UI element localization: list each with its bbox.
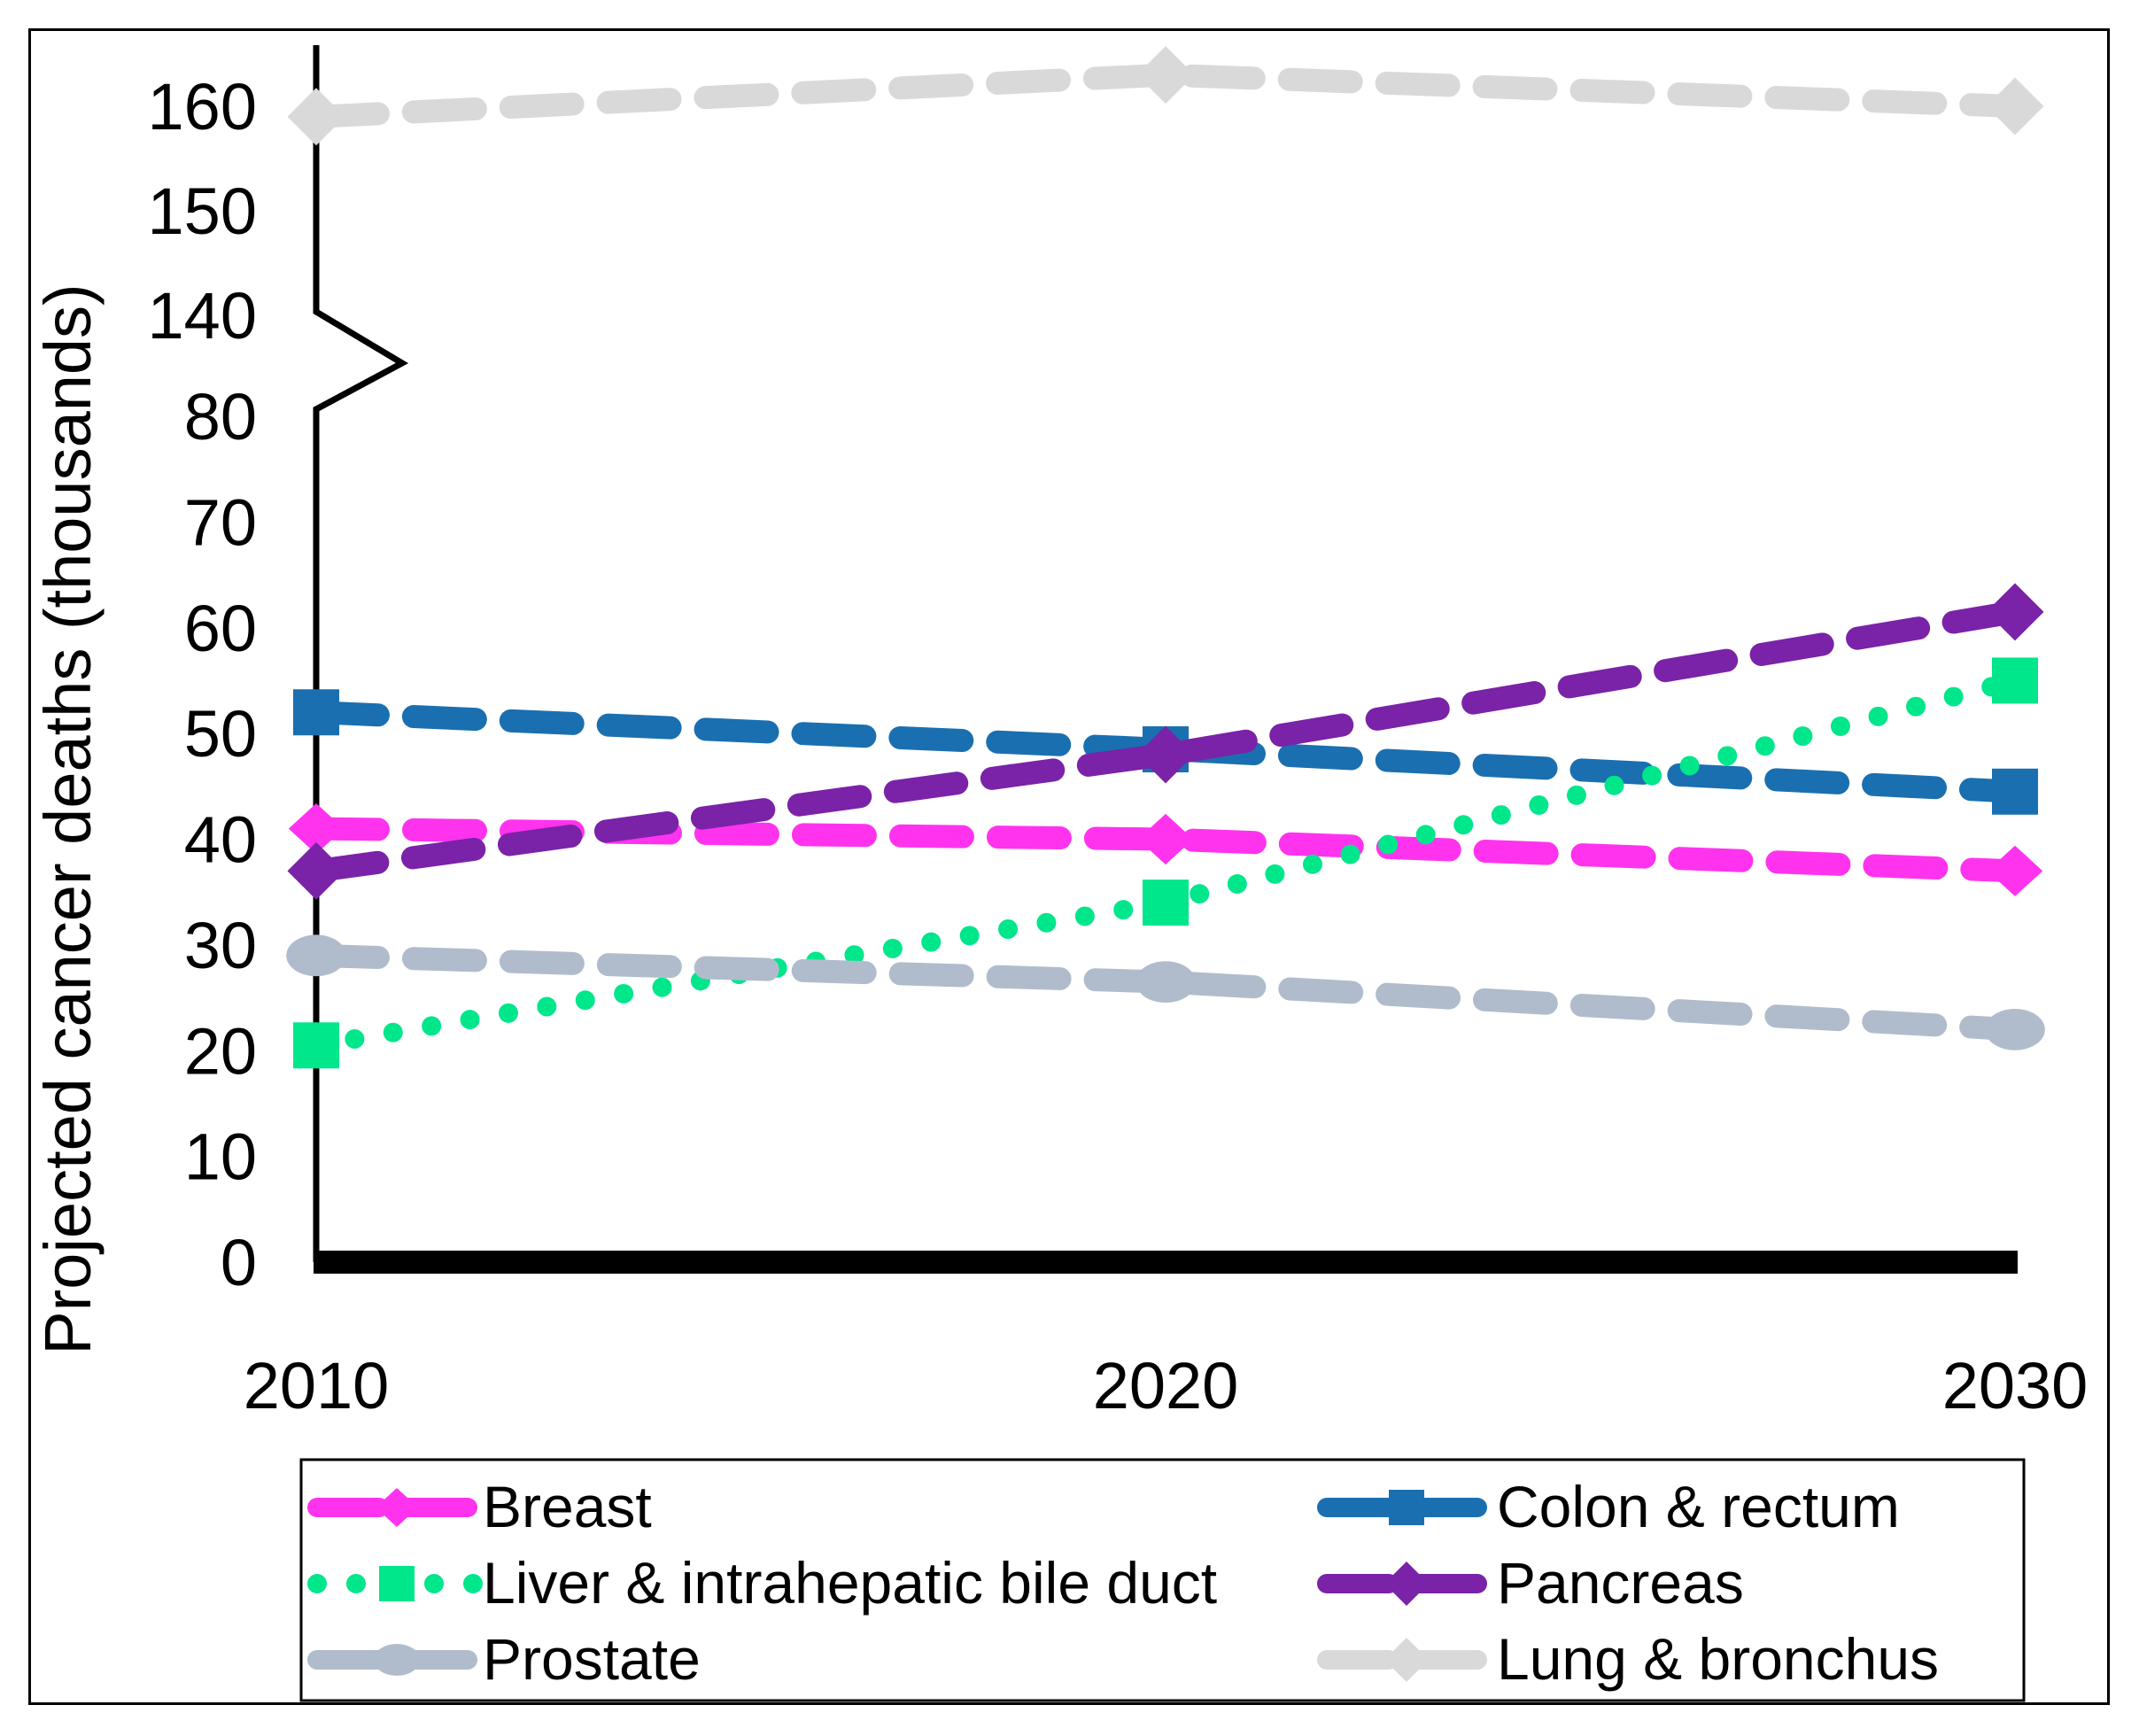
legend-item-breast: Breast bbox=[307, 1474, 652, 1539]
series-liver-and-intrahepatic-bile-duct bbox=[293, 657, 2038, 1069]
data-point-liver-and-intrahepatic-bile-duct bbox=[293, 1022, 339, 1069]
data-point-pancreas bbox=[1136, 725, 1195, 784]
legend: Breast Colon & rectum Liver & intrahepatic… bbox=[299, 1458, 2026, 1702]
legend-swatch-marker bbox=[1389, 1490, 1424, 1525]
y-tick-label: 70 bbox=[184, 485, 257, 559]
data-point-prostate bbox=[286, 934, 346, 977]
data-point-lung-and-bronchus bbox=[1986, 77, 2044, 136]
series-pancreas bbox=[287, 583, 2044, 900]
figure-frame bbox=[28, 28, 2110, 1705]
legend-item-liver-and-intrahepatic-bile-duct: Liver & intrahepatic bile duct bbox=[307, 1550, 1217, 1616]
y-axis-title-group: Projected cancer deaths (thousands) bbox=[31, 283, 105, 1354]
legend-label: Breast bbox=[483, 1474, 652, 1539]
data-point-prostate bbox=[1985, 1008, 2045, 1050]
y-tick-label: 30 bbox=[184, 909, 257, 982]
data-point-lung-and-bronchus bbox=[287, 88, 345, 146]
legend-swatch-marker bbox=[1384, 1562, 1429, 1606]
data-point-breast bbox=[1137, 813, 1194, 865]
y-tick-label: 140 bbox=[148, 279, 257, 353]
y-tick-label: 160 bbox=[148, 70, 257, 143]
data-point-lung-and-bronchus bbox=[1136, 46, 1195, 105]
legend-label: Pancreas bbox=[1497, 1550, 1744, 1616]
x-tick-labels: 2010 2020 2030 bbox=[244, 1349, 2089, 1422]
legend-swatch-marker bbox=[379, 1566, 415, 1601]
y-tick-labels: 0 10 20 30 40 50 60 70 80 140 150 160 bbox=[148, 70, 257, 1299]
data-point-colon-and-rectum bbox=[293, 689, 339, 736]
legend-label: Liver & intrahepatic bile duct bbox=[483, 1550, 1217, 1616]
legend-swatch-marker bbox=[1384, 1638, 1429, 1682]
y-tick-label: 80 bbox=[184, 380, 257, 453]
legend-box bbox=[299, 1458, 2026, 1702]
y-tick-label: 50 bbox=[184, 697, 257, 771]
legend-item-colon-and-rectum: Colon & rectum bbox=[1317, 1474, 1900, 1539]
y-axis-line bbox=[313, 45, 409, 1262]
legend-item-pancreas: Pancreas bbox=[1317, 1550, 1744, 1616]
series-lines bbox=[286, 46, 2045, 1069]
data-point-liver-and-intrahepatic-bile-duct bbox=[1992, 657, 2038, 704]
y-tick-label: 40 bbox=[184, 803, 257, 877]
series-line-pancreas bbox=[305, 600, 2027, 883]
legend-label: Prostate bbox=[483, 1626, 701, 1692]
legend-swatch-marker bbox=[374, 1644, 420, 1676]
data-point-liver-and-intrahepatic-bile-duct bbox=[1143, 880, 1189, 926]
y-tick-label: 60 bbox=[184, 592, 257, 665]
data-point-breast bbox=[1987, 845, 2043, 896]
legend-swatch-marker bbox=[376, 1488, 418, 1527]
legend-label: Lung & bronchus bbox=[1497, 1626, 1939, 1692]
y-axis-title: Projected cancer deaths (thousands) bbox=[31, 283, 105, 1354]
y-tick-label: 150 bbox=[148, 174, 257, 248]
x-tick-label: 2010 bbox=[244, 1349, 390, 1422]
y-tick-label: 0 bbox=[221, 1226, 257, 1299]
data-point-breast bbox=[288, 802, 345, 855]
data-point-pancreas bbox=[287, 841, 345, 900]
legend-label: Colon & rectum bbox=[1497, 1474, 1900, 1539]
legend-item-lung-and-bronchus: Lung & bronchus bbox=[1317, 1626, 1939, 1692]
data-point-prostate bbox=[1135, 961, 1196, 1004]
x-tick-label: 2020 bbox=[1093, 1349, 1239, 1422]
series-lung-and-bronchus bbox=[287, 46, 2044, 146]
data-point-colon-and-rectum bbox=[1992, 768, 2038, 815]
legend-item-prostate: Prostate bbox=[307, 1626, 701, 1692]
series-prostate bbox=[286, 934, 2045, 1050]
y-tick-label: 20 bbox=[184, 1014, 257, 1088]
data-point-pancreas bbox=[1986, 583, 2044, 641]
x-tick-label: 2030 bbox=[1942, 1349, 2089, 1422]
y-tick-label: 10 bbox=[184, 1120, 257, 1194]
